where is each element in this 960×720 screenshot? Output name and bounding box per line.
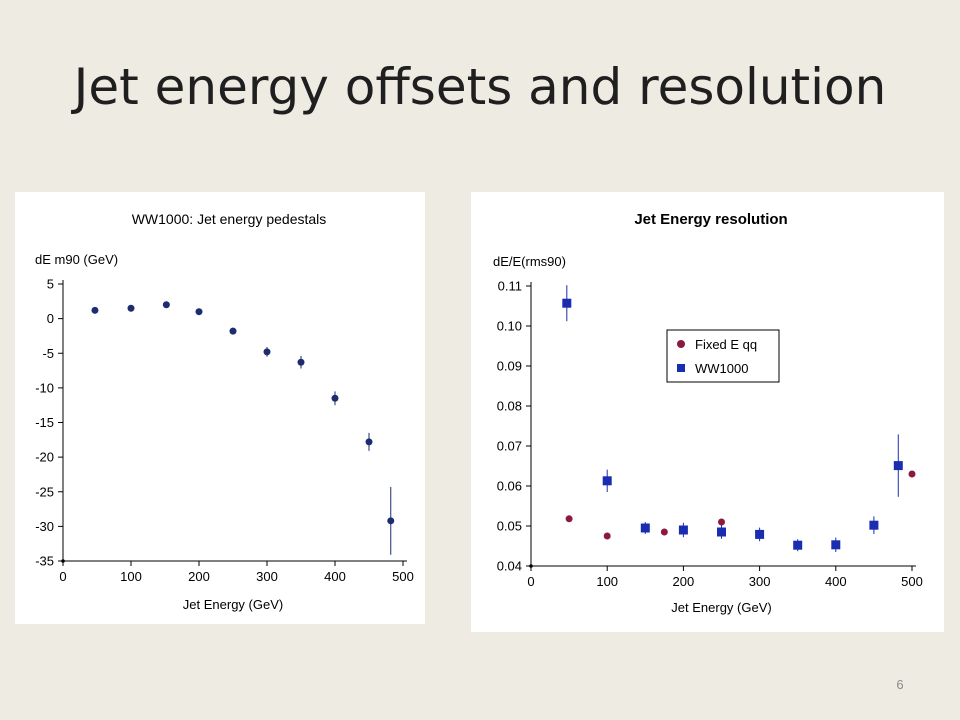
- chart-title: WW1000: Jet energy pedestals: [132, 211, 327, 227]
- y-tick-label: -30: [35, 519, 54, 534]
- data-point-circle: [718, 518, 725, 526]
- data-point-circle: [229, 327, 237, 335]
- slide-title: Jet energy offsets and resolution: [73, 58, 887, 116]
- x-tick-label: 500: [901, 574, 923, 589]
- x-tick-label: 500: [392, 569, 414, 584]
- y-tick-label: 0.08: [497, 399, 522, 414]
- y-tick-label: 0.09: [497, 359, 522, 374]
- origin-dot: [529, 564, 533, 568]
- data-point-circle: [195, 308, 203, 316]
- origin-dot: [61, 559, 65, 563]
- y-tick-label: 5: [47, 277, 54, 292]
- legend-label: WW1000: [695, 361, 748, 376]
- y-axis-label: dE m90 (GeV): [35, 252, 118, 267]
- pedestals-chart: WW1000: Jet energy pedestals dE m90 (GeV)…: [35, 211, 414, 612]
- data-point-circle: [162, 301, 170, 309]
- data-point-circle: [365, 438, 373, 446]
- data-point-circle: [660, 528, 668, 536]
- chart-title: Jet Energy resolution: [634, 211, 787, 228]
- y-axis-label: dE/E(rms90): [493, 254, 566, 269]
- y-tick-label: 0.05: [497, 519, 522, 534]
- data-point-circle: [908, 470, 916, 478]
- data-point-circle: [127, 304, 135, 312]
- x-tick-label: 0: [527, 574, 534, 589]
- x-axis-label: Jet Energy (GeV): [671, 600, 771, 615]
- resolution-chart-panel: Jet Energy resolution dE/E(rms90) Jet Ener…: [471, 192, 944, 632]
- data-point-square: [640, 523, 650, 533]
- data-point-square: [678, 525, 688, 535]
- x-tick-label: 400: [324, 569, 346, 584]
- legend-box: [666, 329, 780, 383]
- x-tick-label: 400: [825, 574, 847, 589]
- x-tick-label: 300: [256, 569, 278, 584]
- data-point-circle: [603, 532, 611, 540]
- y-tick-label: 0.07: [497, 439, 522, 454]
- y-tick-label: -10: [35, 380, 54, 395]
- y-tick-label: -35: [35, 554, 54, 569]
- data-point-square: [831, 540, 841, 550]
- legend-marker-circle: [677, 340, 685, 348]
- data-point-square: [755, 529, 765, 539]
- data-point-circle: [263, 348, 271, 356]
- y-tick-label: 0.10: [497, 319, 522, 334]
- y-tick-label: -25: [35, 484, 54, 499]
- x-tick-label: 300: [749, 574, 771, 589]
- data-point-square: [869, 520, 879, 530]
- legend-marker-square: [677, 364, 685, 372]
- x-tick-label: 200: [188, 569, 210, 584]
- y-tick-label: -15: [35, 415, 54, 430]
- y-tick-label: -20: [35, 450, 54, 465]
- y-tick-label: 0.06: [497, 479, 522, 494]
- y-tick-label: 0: [47, 311, 54, 326]
- x-tick-label: 0: [59, 569, 66, 584]
- data-point-circle: [387, 517, 395, 525]
- data-point-square: [717, 527, 726, 537]
- data-point-circle: [297, 358, 305, 366]
- slide-number: 6: [896, 677, 904, 692]
- data-point-square: [562, 298, 572, 308]
- x-tick-label: 100: [596, 574, 618, 589]
- x-axis-label: Jet Energy (GeV): [183, 597, 283, 612]
- data-point-circle: [91, 306, 99, 314]
- y-tick-label: 0.11: [498, 279, 522, 294]
- data-point-square: [893, 461, 903, 471]
- data-point-square: [602, 476, 612, 486]
- y-tick-label: 0.04: [497, 559, 522, 574]
- x-tick-label: 200: [673, 574, 695, 589]
- data-point-circle: [565, 515, 573, 523]
- data-point-circle: [331, 394, 339, 402]
- pedestals-chart-panel: WW1000: Jet energy pedestals dE m90 (GeV)…: [15, 192, 425, 624]
- resolution-chart: Jet Energy resolution dE/E(rms90) Jet Ener…: [493, 211, 923, 615]
- y-tick-label: -5: [42, 346, 54, 361]
- data-point-square: [793, 540, 803, 550]
- x-tick-label: 100: [120, 569, 142, 584]
- legend-label: Fixed E qq: [695, 337, 757, 352]
